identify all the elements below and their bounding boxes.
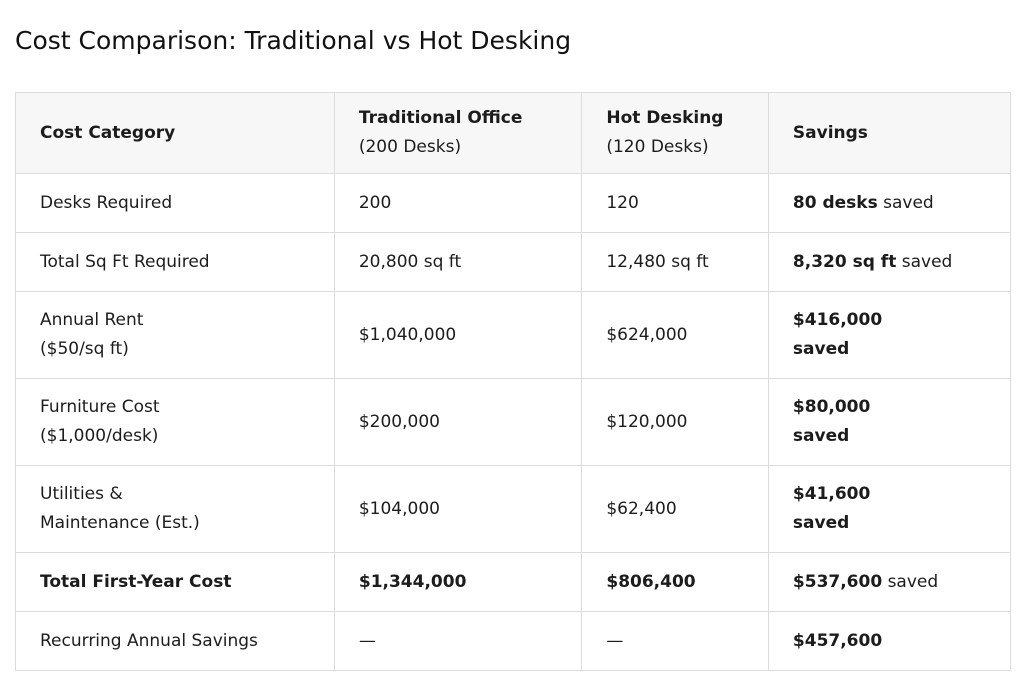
row-label: Maintenance (Est.) [40,513,200,533]
savings-cell: $457,600 [767,611,1012,671]
row-label: Total First-Year Cost [40,571,232,592]
row-label-cell: Desks Required [15,173,335,233]
table-row: Utilities & Maintenance (Est.) $104,000 $62… [15,465,1012,553]
row-label: Desks Required [40,192,173,213]
traditional-cell: $104,000 [333,465,583,553]
savings-amount: 80 desks [792,192,878,213]
savings-note: saved [792,339,850,359]
savings-amount: 8,320 sq ft [792,251,897,272]
traditional-cell: — [333,611,583,671]
savings-note: saved [901,251,953,272]
savings-amount: $537,600 [792,571,883,592]
savings-amount: $80,000 [792,397,871,417]
savings-note: saved [792,426,850,446]
traditional-cell: $1,040,000 [333,291,583,379]
hot-value: — [606,630,624,651]
savings-amount: $41,600 [792,484,871,504]
table-row: Total Sq Ft Required 20,800 sq ft 12,480 s… [15,232,1012,292]
row-label-cell: Utilities & Maintenance (Est.) [15,465,335,553]
header-cell: Savings [767,92,1012,174]
comparison-table: Cost Category Traditional Office (200 Desk… [15,92,1012,671]
hot-value: $62,400 [606,498,677,519]
hot-cell: $120,000 [581,378,769,466]
savings-cell: 80 desks saved [767,173,1012,233]
traditional-cell: $1,344,000 [333,552,583,612]
hot-value: 120 [606,192,639,213]
hot-cell: 12,480 sq ft [581,232,769,292]
traditional-cell: $200,000 [333,378,583,466]
savings-amount: $416,000 [792,310,883,330]
traditional-value: $1,040,000 [358,324,457,345]
row-label-cell: Total Sq Ft Required [15,232,335,292]
hot-value: $806,400 [606,571,696,592]
header-title: Hot Desking [606,108,724,128]
savings-cell: $80,000 saved [767,378,1012,466]
header-title: Savings [792,122,868,143]
traditional-value: $1,344,000 [358,571,467,592]
table-row: Furniture Cost ($1,000/desk) $200,000 $120,… [15,378,1012,466]
header-cell: Hot Desking (120 Desks) [581,92,769,174]
row-label-cell: Total First-Year Cost [15,552,335,612]
row-label: ($1,000/desk) [40,426,159,446]
row-label: Furniture Cost [40,397,160,417]
savings-note: saved [883,192,934,213]
hot-cell: $624,000 [581,291,769,379]
row-label: Recurring Annual Savings [40,630,258,651]
hot-cell: 120 [581,173,769,233]
header-cell: Traditional Office (200 Desks) [333,92,583,174]
traditional-value: $200,000 [358,411,440,432]
hot-value: 12,480 sq ft [606,251,709,272]
row-label: Utilities & [40,484,123,504]
table-row: Recurring Annual Savings — — $457,600 [15,611,1012,671]
hot-value: $624,000 [606,324,688,345]
header-subtitle: (200 Desks) [358,137,462,157]
page-title: Cost Comparison: Traditional vs Hot Desk… [15,26,572,55]
traditional-cell: 200 [333,173,583,233]
header-row: Cost Category Traditional Office (200 Desk… [15,92,1012,174]
savings-note: saved [792,513,850,533]
row-label: ($50/sq ft) [40,339,129,359]
savings-note: saved [887,571,939,592]
hot-cell: $62,400 [581,465,769,553]
row-label-cell: Furniture Cost ($1,000/desk) [15,378,335,466]
table-row: Annual Rent ($50/sq ft) $1,040,000 $624,000… [15,291,1012,379]
savings-cell: $41,600 saved [767,465,1012,553]
traditional-value: — [358,630,376,651]
row-label: Annual Rent [40,310,144,330]
traditional-value: $104,000 [358,498,440,519]
header-title: Cost Category [40,122,176,143]
table-row: Desks Required 200 120 80 desks saved [15,173,1012,233]
traditional-value: 200 [358,192,392,213]
header-cell: Cost Category [15,92,335,174]
savings-cell: $416,000 saved [767,291,1012,379]
row-label-cell: Recurring Annual Savings [15,611,335,671]
hot-value: $120,000 [606,411,688,432]
row-label-cell: Annual Rent ($50/sq ft) [15,291,335,379]
header-title: Traditional Office [358,108,523,128]
header-subtitle: (120 Desks) [606,137,709,157]
table-row: Total First-Year Cost $1,344,000 $806,400 $… [15,552,1012,612]
traditional-cell: 20,800 sq ft [333,232,583,292]
savings-cell: 8,320 sq ft saved [767,232,1012,292]
savings-cell: $537,600 saved [767,552,1012,612]
hot-cell: — [581,611,769,671]
row-label: Total Sq Ft Required [40,251,210,272]
savings-amount: $457,600 [792,630,883,651]
traditional-value: 20,800 sq ft [358,251,462,272]
hot-cell: $806,400 [581,552,769,612]
